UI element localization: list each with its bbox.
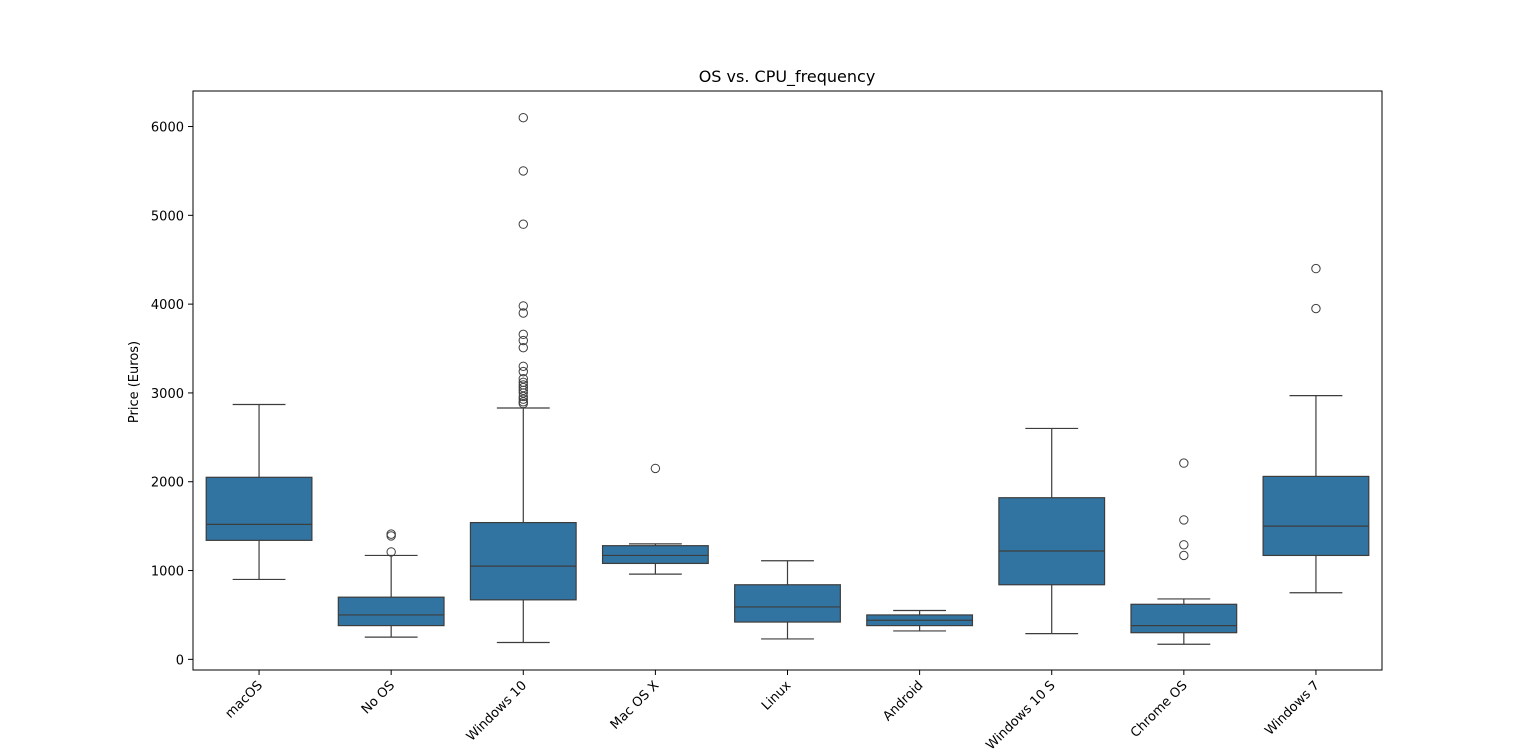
box-iqr [998,497,1106,586]
y-tick-label: 5000 [151,209,184,224]
outlier-point [1179,550,1189,561]
box-iqr [601,545,709,565]
y-tick-label: 3000 [151,387,184,402]
box-chrome-os [1130,458,1238,645]
outlier-point [518,219,528,229]
x-tick-label: Mac OS X [608,678,663,733]
outlier-point [518,329,528,340]
outlier-point [518,342,528,353]
box-macos [205,403,313,581]
box-windows-10 [469,112,577,644]
box-iqr [205,476,313,541]
y-axis: 0 1000 2000 3000 4000 5000 6000 [151,121,193,668]
x-tick-label: Chrome OS [1128,678,1191,741]
outlier-point [518,112,528,123]
box-iqr [1130,603,1238,634]
x-tick-label: Linux [759,678,795,714]
box-windows-7 [1262,263,1370,594]
outlier-point [518,366,528,377]
x-tick-label: No OS [359,678,398,717]
outlier-point [1311,303,1321,314]
y-tick-label: 6000 [151,121,184,136]
plot-frame [192,90,1383,671]
y-tick-label: 1000 [151,565,184,580]
outlier-point [518,308,528,318]
box-no-os [337,529,445,638]
x-tick-label: Windows 7 [1262,678,1322,738]
outlier-point [1179,458,1189,468]
outlier-point [1179,515,1189,525]
outlier-point [518,377,528,387]
box-android [866,609,974,632]
x-tick-label: Windows 10 [464,678,530,744]
box-iqr [469,521,577,601]
outlier-point [518,166,528,176]
outlier-point [1179,540,1189,550]
box-mac-os-x [601,463,709,575]
outlier-point [386,531,396,541]
outlier-point [518,380,528,390]
outlier-point [1311,263,1321,274]
outlier-point [518,361,528,371]
outlier-point [518,335,528,346]
outlier-point [386,547,396,557]
x-tick-label: Android [880,678,926,724]
y-tick-label: 2000 [151,476,184,491]
box-iqr [734,584,841,623]
outlier-point [386,529,396,539]
box-iqr [337,596,445,627]
x-tick-label: Windows 10 S [984,678,1059,753]
y-tick-label: 4000 [151,298,184,313]
y-axis-label: Price (Euros) [127,341,142,423]
box-windows-10-s [998,427,1106,635]
chart-title: OS vs. CPU_frequency [699,67,876,87]
x-axis: macOS No OS Windows 10 Mac OS X Linux Android… [223,670,1323,753]
outlier-point [518,374,528,384]
y-tick-label: 0 [176,653,184,668]
box-linux [734,560,841,640]
x-tick-label: macOS [223,678,266,721]
outlier-point [650,463,661,474]
box-iqr [1262,475,1370,557]
boxes [205,112,1370,645]
outlier-point [518,301,528,311]
